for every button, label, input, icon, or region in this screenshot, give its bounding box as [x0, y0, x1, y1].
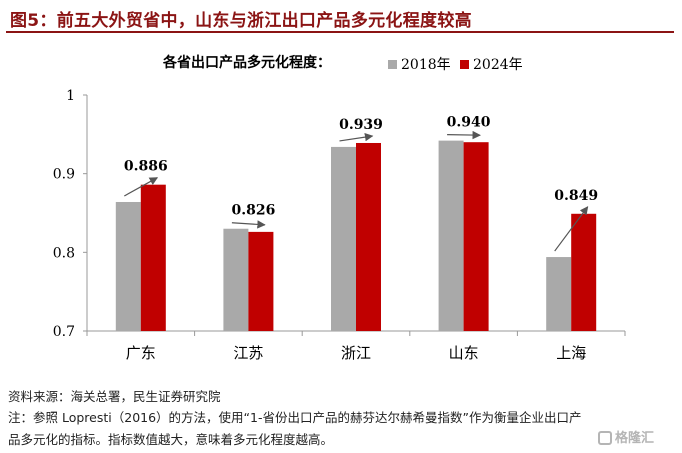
data-label: 0.886: [124, 159, 168, 175]
bar-2024: [356, 142, 381, 331]
watermark: 格隆汇: [598, 427, 654, 446]
y-tick-label: 0.7: [53, 324, 75, 340]
bar-2024: [140, 184, 166, 331]
source-note: 资料来源：海关总署，民生证券研究院: [8, 389, 221, 404]
bar-2018: [223, 228, 249, 331]
bar-chart: 0.7 0.8 0.9 1 0.886 广东 0.826 江苏 0.939 浙江 0.940 山东 0.…: [53, 88, 626, 362]
bar-2024: [248, 231, 274, 331]
legend-swatch-2018: [388, 60, 397, 69]
y-tick-label: 0.9: [53, 167, 75, 183]
change-arrow: [231, 220, 266, 229]
title-divider: [6, 31, 674, 33]
change-arrow: [554, 206, 589, 252]
figure-title: 图5：前五大外贸省中，山东与浙江出口产品多元化程度较高: [10, 11, 472, 31]
x-tick-label: 江苏: [233, 344, 263, 362]
watermark-logo-icon: [598, 431, 612, 445]
change-arrow: [447, 130, 481, 140]
x-tick-label: 浙江: [341, 344, 371, 362]
y-tick-label: 1: [66, 88, 75, 104]
chart-title: 各省出口产品多元化程度：: [163, 55, 331, 71]
bar-2024: [463, 142, 489, 331]
x-tick-label: 上海: [556, 344, 586, 362]
legend-label-2024: 2024年: [473, 57, 523, 73]
bar-2018: [546, 257, 572, 331]
data-label: 0.826: [231, 203, 275, 219]
data-label: 0.939: [339, 117, 383, 133]
change-arrow: [339, 132, 374, 142]
bar-2018: [438, 140, 464, 331]
x-tick-label: 广东: [126, 344, 156, 362]
method-note-line1: 注：参照 Lopresti（2016）的方法，使用“1-省份出口产品的赫芬达尔赫…: [8, 410, 582, 425]
data-label: 0.849: [554, 188, 598, 204]
legend-item-2018: 2018年: [388, 54, 451, 74]
change-arrow: [124, 177, 159, 197]
legend: 各省出口产品多元化程度： 2018年 2024年: [0, 52, 682, 74]
method-note-line2: 品多元化的指标。指标数值越大，意味着多元化程度越高。: [8, 432, 334, 447]
watermark-text: 格隆汇: [615, 431, 655, 446]
y-tick-label: 0.8: [53, 245, 75, 261]
bar-2024: [571, 213, 597, 331]
legend-label-2018: 2018年: [401, 57, 451, 73]
legend-item-2024: 2024年: [460, 54, 523, 74]
bar-2018: [115, 201, 141, 331]
x-tick-label: 山东: [449, 344, 479, 362]
bar-2018: [331, 146, 356, 331]
data-label: 0.940: [447, 115, 491, 131]
legend-swatch-2024: [460, 60, 469, 69]
